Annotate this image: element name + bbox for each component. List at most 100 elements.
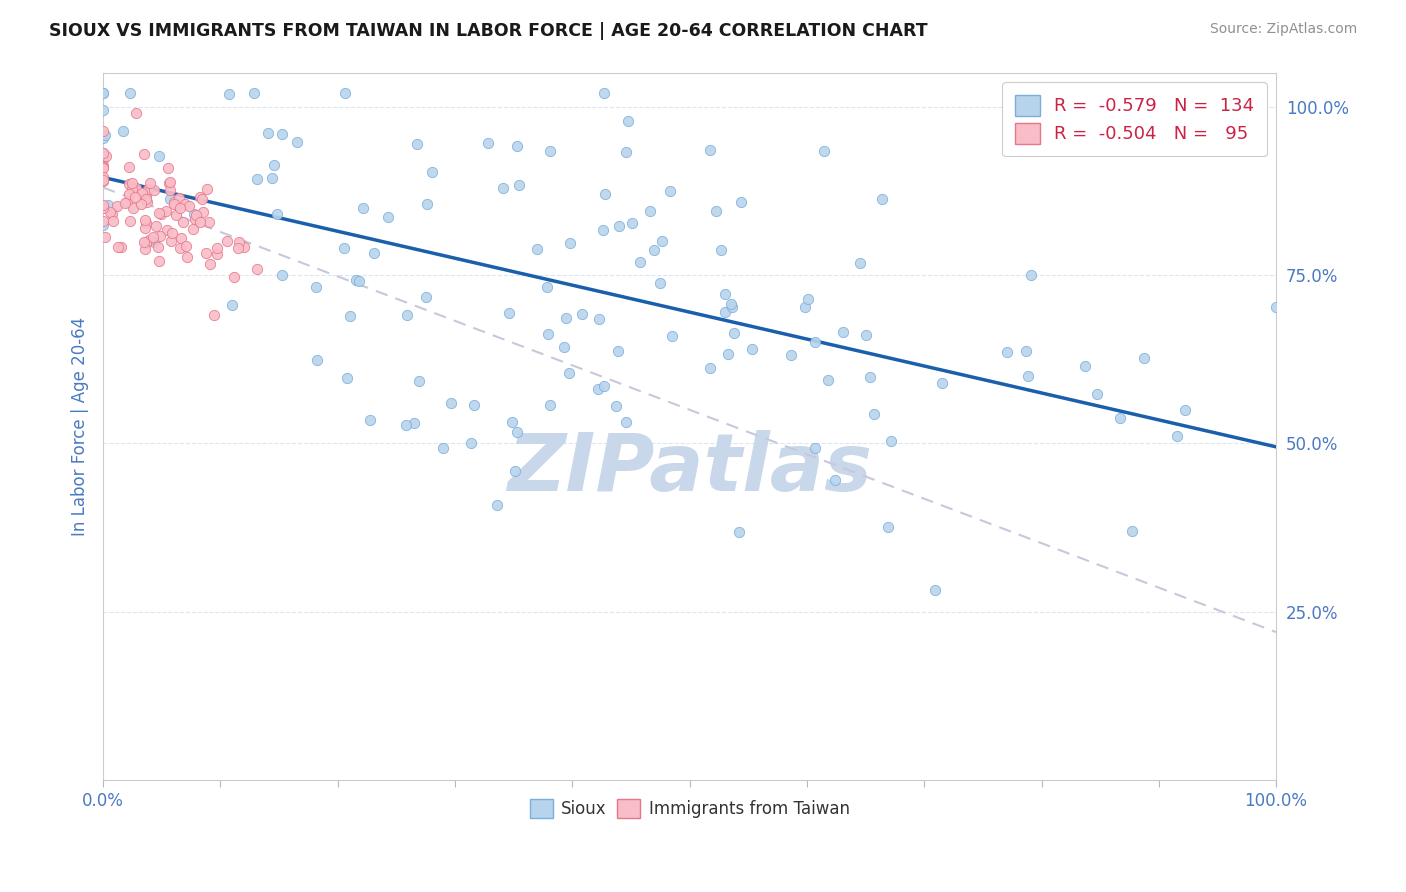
Point [1133, 351, 1156, 365]
Point [553, 340, 575, 354]
Point [621, 216, 644, 230]
Point [924, 583, 946, 598]
Point [242, 86, 264, 100]
Point [859, 370, 882, 384]
Point [832, 325, 855, 339]
Point [651, 235, 673, 249]
Point [125, 181, 148, 195]
Point [121, 176, 143, 190]
Point [1015, 343, 1038, 358]
Point [246, 172, 269, 186]
Point [132, 235, 155, 250]
Point [408, 374, 430, 388]
Point [638, 203, 661, 218]
Point [131, 186, 153, 200]
Point [143, 235, 166, 250]
Point [142, 229, 165, 244]
Point [146, 240, 169, 254]
Point [233, 240, 256, 254]
Point [160, 227, 183, 241]
Point [91, 103, 114, 117]
Point [740, 342, 762, 356]
Point [538, 398, 561, 412]
Point [94, 148, 117, 162]
Point [1166, 428, 1188, 442]
Point [91, 173, 114, 187]
Point [176, 251, 198, 265]
Point [817, 373, 839, 387]
Point [91, 86, 114, 100]
Point [91, 146, 114, 161]
Point [226, 241, 249, 255]
Point [271, 268, 294, 282]
Point [136, 194, 159, 209]
Point [804, 442, 827, 456]
Point [105, 199, 128, 213]
Point [174, 239, 197, 253]
Point [202, 308, 225, 322]
Point [1121, 524, 1143, 538]
Point [197, 215, 219, 229]
Point [91, 161, 114, 175]
Point [163, 195, 186, 210]
Point [221, 298, 243, 312]
Point [111, 124, 134, 138]
Point [730, 195, 752, 210]
Point [307, 353, 329, 368]
Point [149, 229, 172, 244]
Point [207, 247, 229, 261]
Point [266, 207, 288, 221]
Point [134, 147, 156, 161]
Point [872, 192, 894, 206]
Point [593, 86, 616, 100]
Point [228, 235, 250, 249]
Point [101, 214, 124, 228]
Point [94, 230, 117, 244]
Point [218, 87, 240, 102]
Point [415, 196, 437, 211]
Point [107, 240, 129, 254]
Point [110, 240, 132, 254]
Point [432, 441, 454, 455]
Point [643, 243, 665, 257]
Point [714, 305, 737, 319]
Point [167, 191, 190, 205]
Point [156, 161, 179, 176]
Point [101, 207, 124, 221]
Point [135, 235, 157, 250]
Point [780, 348, 803, 362]
Point [166, 198, 188, 212]
Point [98, 204, 121, 219]
Point [335, 86, 357, 100]
Point [134, 212, 156, 227]
Point [352, 202, 374, 216]
Point [538, 145, 561, 159]
Point [91, 131, 114, 145]
Point [586, 382, 609, 396]
Point [118, 186, 141, 201]
Point [120, 86, 142, 100]
Point [118, 160, 141, 174]
Point [571, 308, 593, 322]
Point [191, 192, 214, 206]
Point [699, 361, 721, 376]
Point [505, 464, 527, 478]
Point [592, 379, 614, 393]
Point [995, 345, 1018, 359]
Point [824, 473, 846, 487]
Text: SIOUX VS IMMIGRANTS FROM TAIWAN IN LABOR FORCE | AGE 20-64 CORRELATION CHART: SIOUX VS IMMIGRANTS FROM TAIWAN IN LABOR… [49, 22, 928, 40]
Point [156, 223, 179, 237]
Point [129, 197, 152, 211]
Point [1074, 359, 1097, 374]
Point [271, 127, 294, 141]
Point [91, 159, 114, 173]
Point [118, 214, 141, 228]
Point [377, 210, 399, 224]
Point [186, 208, 208, 222]
Point [813, 144, 835, 158]
Point [174, 197, 197, 211]
Point [1109, 410, 1132, 425]
Point [506, 139, 529, 153]
Point [188, 215, 211, 229]
Point [537, 327, 560, 342]
